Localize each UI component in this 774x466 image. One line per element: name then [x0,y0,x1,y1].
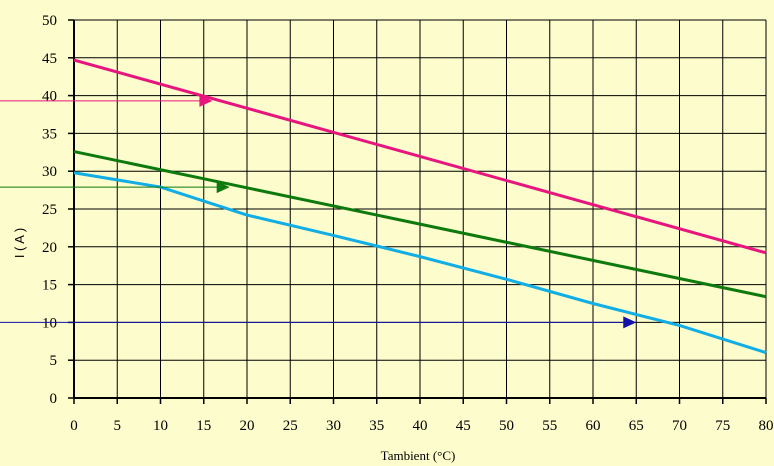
y-tick-label: 10 [42,315,57,331]
axes [68,19,767,404]
series-line-1 [73,58,767,255]
x-tick-label: 25 [283,418,298,434]
y-tick-label: 30 [42,164,57,180]
x-tick-label: 45 [456,418,471,434]
x-tick-label: 65 [629,418,644,434]
x-tick-label: 80 [759,418,774,434]
x-tick-label: 35 [369,418,384,434]
arrow-head-3 [623,316,637,329]
y-tick-label: 0 [50,391,58,407]
y-tick-label: 20 [42,240,57,256]
y-axis-label: I ( A ) [12,228,27,258]
y-tick-label: 45 [42,51,57,67]
x-tick-label: 40 [413,418,428,434]
annotation-arrows [0,94,637,329]
x-axis-label: Tambient (°C) [381,448,456,463]
x-tick-label: 20 [240,418,255,434]
y-tick-label: 35 [42,126,57,142]
x-tick-label: 0 [70,418,78,434]
y-tick-label: 50 [42,13,57,29]
grid [74,19,767,398]
x-tick-label: 30 [326,418,341,434]
x-tick-label: 50 [499,418,514,434]
series-line-2 [73,150,767,299]
y-tick-label: 15 [42,278,57,294]
y-tick-label: 5 [50,353,58,369]
arrow-head-1 [199,94,213,107]
x-tick-label: 60 [586,418,601,434]
x-tick-labels: 0 5 10 15 20 25 30 35 40 45 50 55 60 65 70 75 80 [70,418,773,434]
x-tick-label: 10 [153,418,168,434]
x-tick-label: 70 [672,418,687,434]
x-tick-label: 75 [715,418,730,434]
series-lines [73,58,767,355]
x-tick-label: 5 [114,418,122,434]
y-tick-labels: 0 5 10 15 20 25 30 35 40 45 50 [42,13,57,407]
arrow-head-2 [216,181,230,194]
series-line-3 [73,171,767,355]
x-tick-label: 15 [196,418,211,434]
y-tick-label: 25 [42,202,57,218]
y-tick-label: 40 [42,89,57,105]
x-tick-label: 55 [542,418,557,434]
